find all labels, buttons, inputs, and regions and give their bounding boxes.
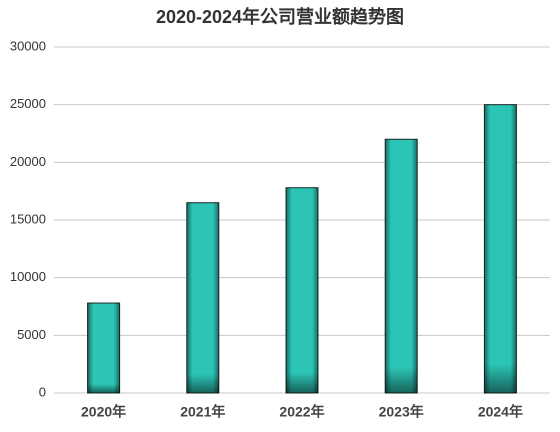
y-tick-label: 30000 — [10, 38, 46, 53]
y-tick-label: 10000 — [10, 269, 46, 284]
y-tick-label: 20000 — [10, 154, 46, 169]
x-tick-label: 2021年 — [180, 404, 225, 420]
bar — [285, 187, 319, 394]
chart-title: 2020-2024年公司营业额趋势图 — [156, 6, 404, 27]
y-tick-label: 5000 — [17, 327, 46, 342]
bar — [186, 202, 220, 394]
bar — [87, 302, 121, 394]
y-tick-label: 0 — [39, 384, 46, 399]
y-tick-label: 15000 — [10, 211, 46, 226]
x-tick-label: 2024年 — [478, 404, 523, 420]
y-tick-label: 25000 — [10, 96, 46, 111]
x-tick-label: 2023年 — [379, 404, 424, 420]
x-tick-label: 2020年 — [81, 404, 126, 420]
x-tick-label: 2022年 — [279, 404, 324, 420]
bar — [483, 104, 517, 394]
bar — [384, 138, 418, 394]
